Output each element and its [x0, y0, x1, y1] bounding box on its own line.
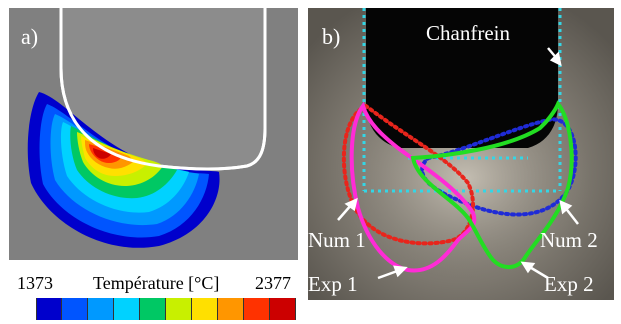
panel-a-simulation: a)	[9, 8, 298, 260]
colorbar-swatch-2	[62, 298, 88, 320]
colorbar-min-label: 1373	[17, 273, 53, 293]
colorbar-swatches	[36, 298, 296, 320]
exp1-annotation: Exp 1	[308, 272, 358, 296]
colorbar-swatch-8	[218, 298, 244, 320]
colorbar-swatch-10	[270, 298, 296, 320]
colorbar-swatch-1	[36, 298, 62, 320]
num2-annotation: Num 2	[540, 228, 598, 252]
panel-b-micrograph: b) Chanfrein Num 1 Num 2 Exp 1 Exp 2	[308, 8, 614, 300]
colorbar-swatch-7	[192, 298, 218, 320]
exp2-curve	[410, 100, 574, 269]
chamfer-box	[362, 8, 562, 193]
contour-band-10	[93, 148, 111, 159]
tool-body	[366, 8, 558, 148]
colorbar-swatch-6	[166, 298, 192, 320]
annotation-arrows	[337, 47, 579, 280]
temperature-colorbar: 1373 Température [°C] 2377	[9, 268, 298, 324]
num1-annotation: Num 1	[308, 228, 366, 252]
colorbar-swatch-5	[140, 298, 166, 320]
exp2-annotation: Exp 2	[544, 272, 594, 296]
colorbar-max-label: 2377	[255, 273, 291, 293]
colorbar-title: Température [°C]	[93, 273, 220, 293]
panel-a-label: a)	[21, 24, 39, 49]
colorbar-swatch-4	[114, 298, 140, 320]
temperature-field-plot	[27, 8, 267, 248]
colorbar-swatch-3	[88, 298, 114, 320]
colorbar-swatch-9	[244, 298, 270, 320]
exp1-curve	[349, 101, 477, 273]
micrograph-overlay	[308, 8, 614, 300]
chamfer-annotation: Chanfrein	[426, 21, 510, 45]
panel-b-label: b)	[322, 24, 341, 49]
